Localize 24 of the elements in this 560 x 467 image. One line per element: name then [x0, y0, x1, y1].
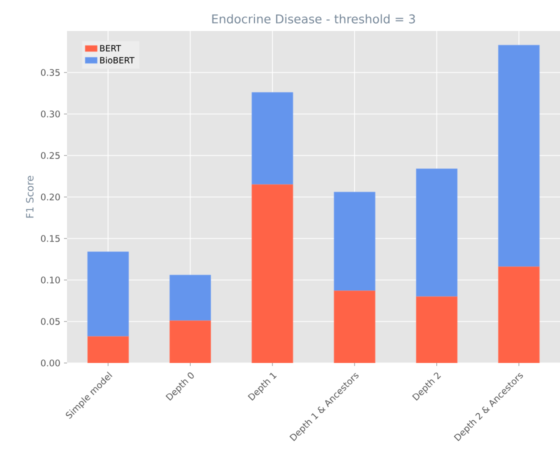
chart-title: Endocrine Disease - threshold = 3	[212, 14, 415, 24]
y-tick-label: 0.25	[41, 152, 60, 159]
bar	[334, 192, 376, 291]
bar	[87, 252, 129, 337]
bar	[334, 290, 376, 363]
bar	[252, 184, 294, 363]
bar	[252, 92, 294, 185]
bar	[416, 296, 458, 363]
bar	[498, 44, 540, 267]
y-tick-label: 0.15	[41, 235, 60, 242]
y-tick-label: 0.20	[41, 194, 60, 200]
bar	[170, 274, 211, 321]
y-axis-title: F1 Score	[26, 176, 34, 218]
bar	[498, 266, 540, 363]
y-tick-label: 0.10	[41, 276, 60, 284]
y-tick-label: 0.05	[41, 318, 60, 325]
bar	[416, 168, 458, 297]
y-tick-label: 0.35	[41, 69, 60, 76]
bar	[170, 320, 211, 363]
legend-label: BERT	[100, 45, 122, 52]
bar	[87, 336, 129, 363]
y-tick-label: 0.00	[41, 360, 60, 366]
y-tick-label: 0.30	[41, 110, 60, 118]
legend-label: BioBERT	[100, 56, 135, 64]
